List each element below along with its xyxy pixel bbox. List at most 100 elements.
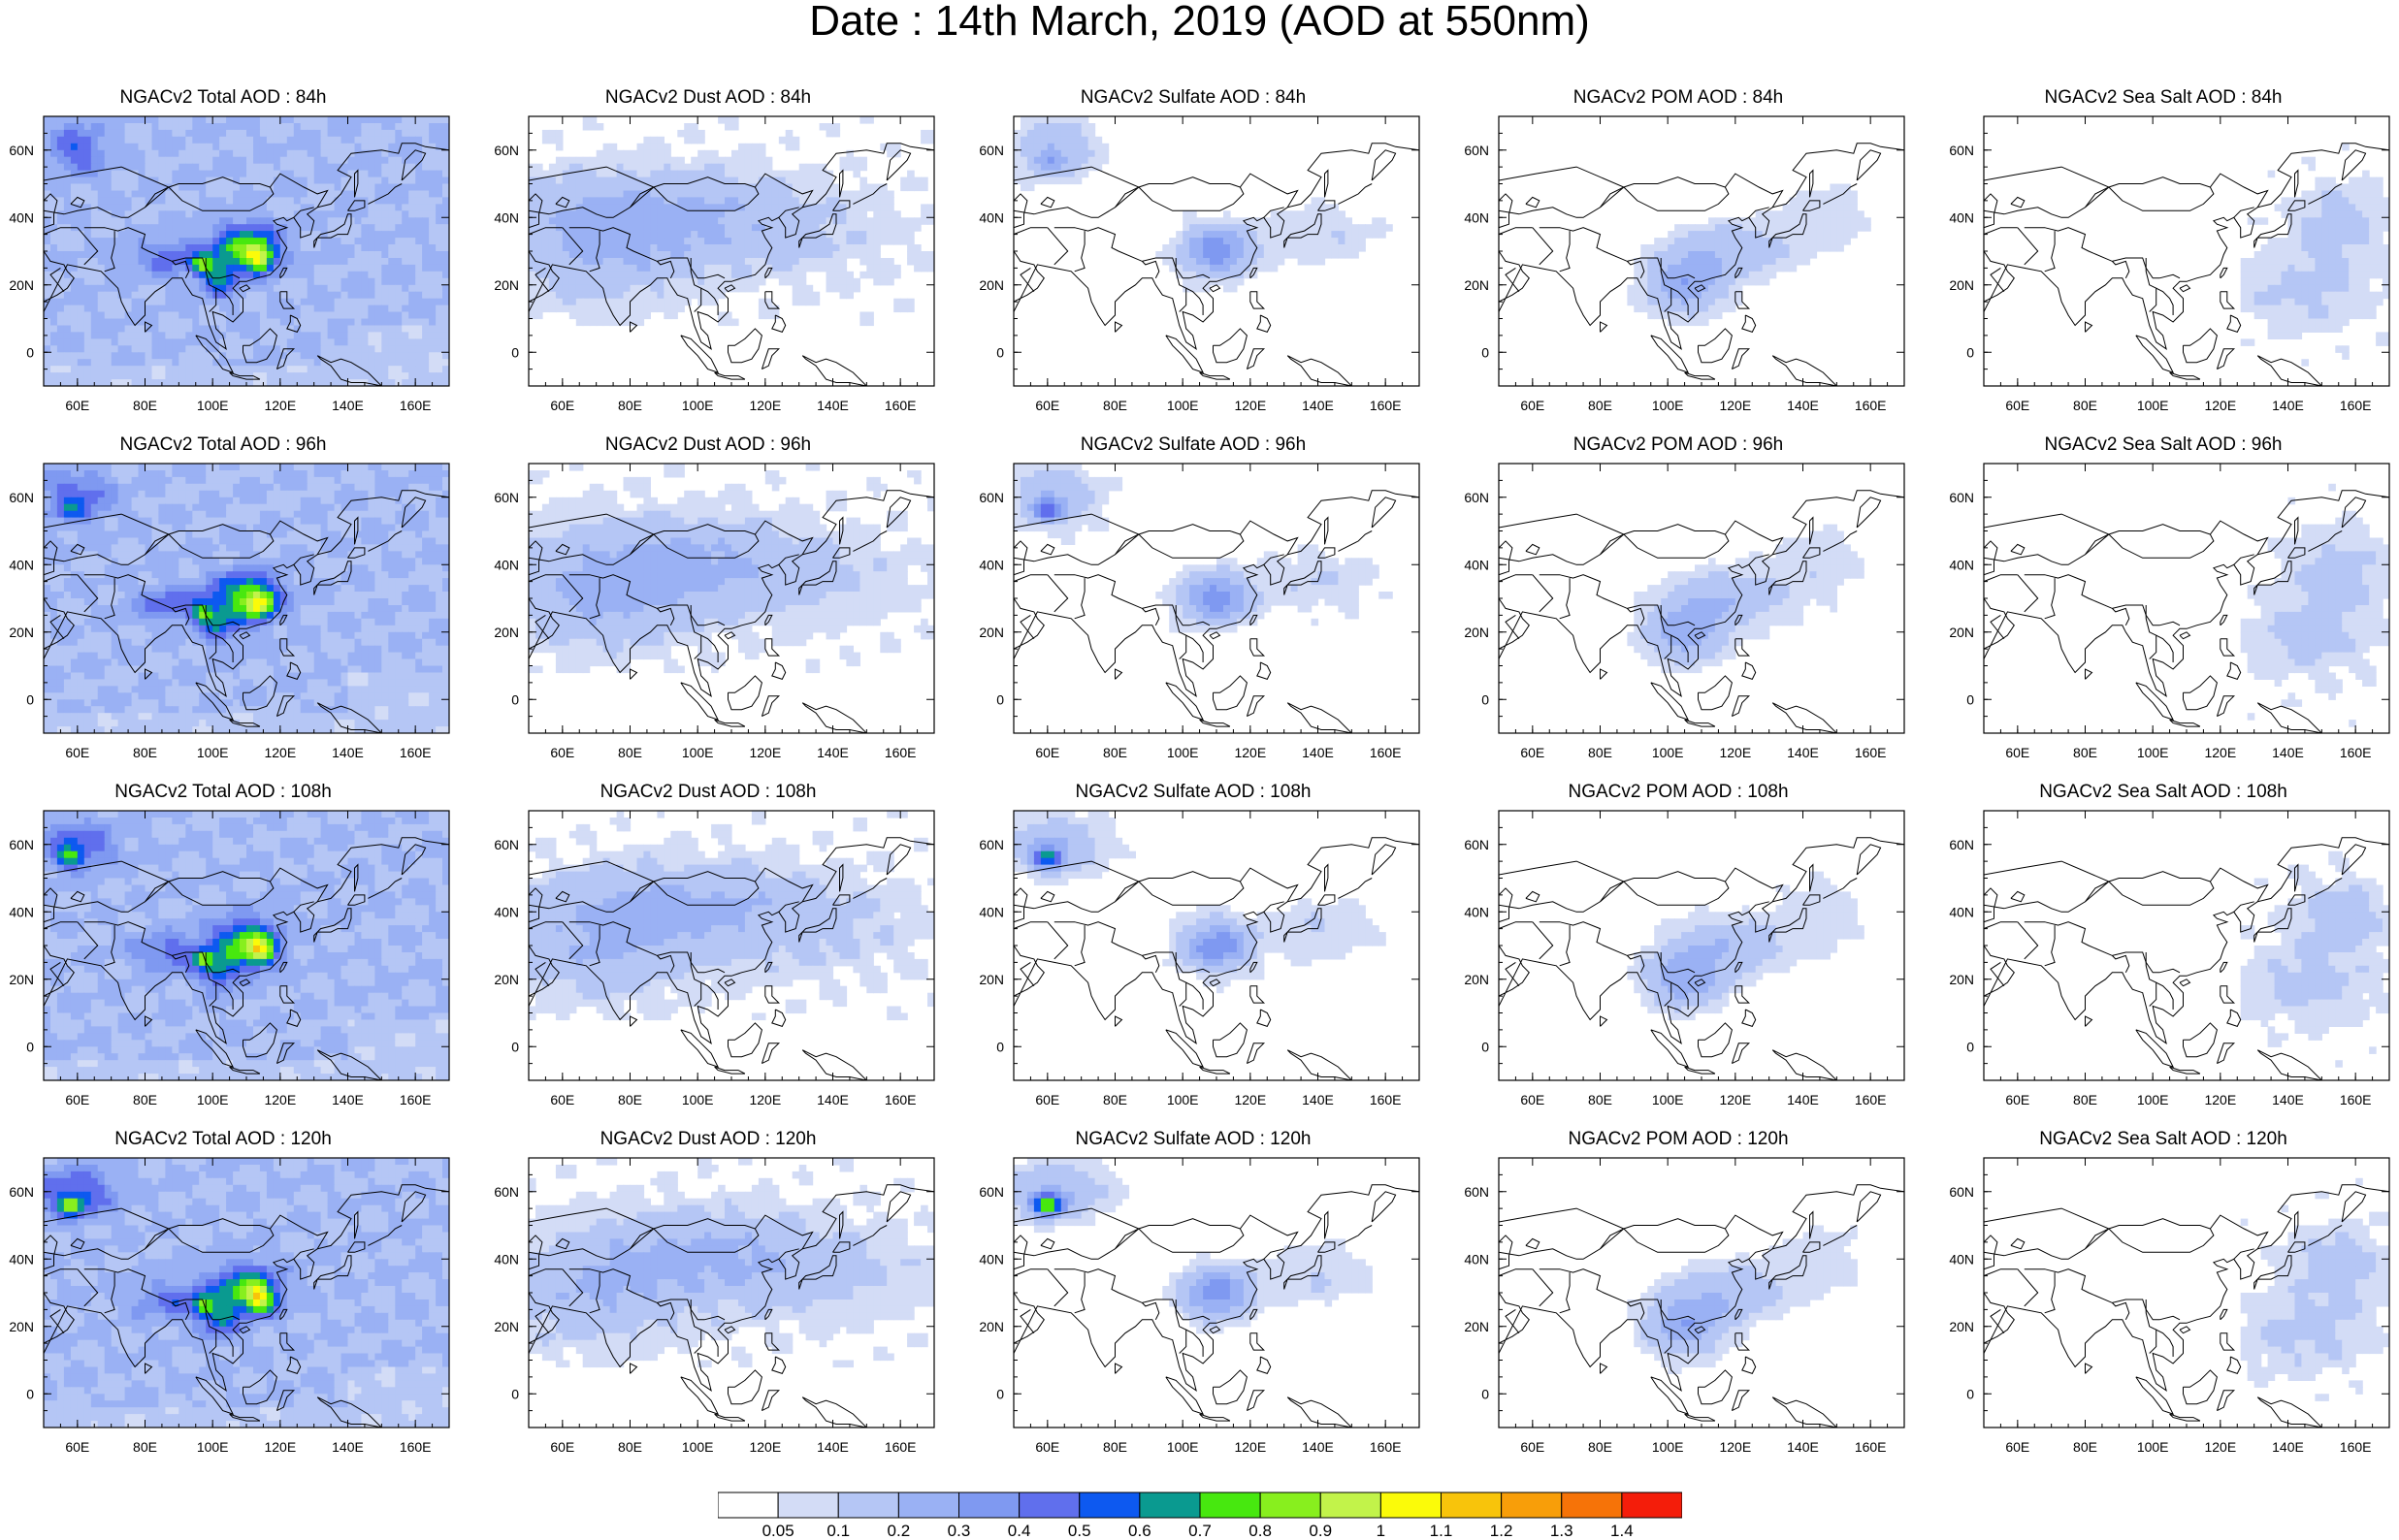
map-plot: 60E 80E 100E 120E 140E 160E 60N 40N 20N 0 xyxy=(9,115,450,413)
x-tick-label: 120E xyxy=(1719,1092,1751,1107)
panel-title: NGACv2 Total AOD : 120h xyxy=(0,1129,446,1150)
map-panel: 60E 80E 100E 120E 140E 160E 60N 40N 20N 0 NGACv2 P… xyxy=(1455,434,1905,774)
x-tick-label: 80E xyxy=(1588,745,1612,760)
x-tick-label: 120E xyxy=(749,745,781,760)
aod-field xyxy=(44,1158,449,1428)
y-tick-label: 0 xyxy=(1481,344,1489,360)
y-tick-label: 20N xyxy=(9,625,34,640)
y-tick-label: 60N xyxy=(1464,1184,1489,1200)
y-tick-label: 40N xyxy=(979,904,1004,919)
map-panel: 60E 80E 100E 120E 140E 160E 60N 40N 20N 0 NGACv2 S… xyxy=(970,1129,1420,1468)
coastlines xyxy=(44,1184,449,1428)
coastlines xyxy=(1499,837,1904,1080)
y-tick-label: 0 xyxy=(26,344,34,360)
colorbar-label: 1 xyxy=(1377,1522,1385,1540)
map-panel: 60E 80E 100E 120E 140E 160E 60N 40N 20N 0 NGACv2 P… xyxy=(1455,782,1905,1121)
x-tick-label: 100E xyxy=(682,745,714,760)
panel-title: NGACv2 Total AOD : 96h xyxy=(0,434,446,456)
y-tick-label: 60N xyxy=(9,837,34,852)
y-tick-label: 20N xyxy=(979,277,1004,293)
y-tick-label: 40N xyxy=(494,209,519,225)
map-plot: 60E 80E 100E 120E 140E 160E 60N 40N 20N 0 xyxy=(1464,810,1905,1107)
map-plot: 60E 80E 100E 120E 140E 160E 60N 40N 20N 0 xyxy=(979,810,1420,1107)
x-tick-label: 80E xyxy=(1103,1092,1127,1107)
map-panel: 60E 80E 100E 120E 140E 160E 60N 40N 20N 0 NGACv2 P… xyxy=(1455,1129,1905,1468)
map-plot: 60E 80E 100E 120E 140E 160E 60N 40N 20N 0 xyxy=(1464,463,1905,760)
x-tick-label: 100E xyxy=(682,1439,714,1455)
x-tick-label: 120E xyxy=(1719,1439,1751,1455)
x-tick-label: 140E xyxy=(332,1439,364,1455)
x-tick-label: 120E xyxy=(264,745,296,760)
x-tick-label: 160E xyxy=(400,398,432,413)
map-plot: 60E 80E 100E 120E 140E 160E 60N 40N 20N 0 xyxy=(9,1157,450,1455)
y-tick-label: 40N xyxy=(9,557,34,572)
x-tick-label: 160E xyxy=(1370,745,1402,760)
y-tick-label: 20N xyxy=(494,625,519,640)
y-tick-label: 40N xyxy=(494,1251,519,1267)
colorbar-label: 1.2 xyxy=(1490,1522,1513,1540)
coastlines xyxy=(1014,143,1419,386)
coastlines xyxy=(1014,490,1419,733)
x-tick-label: 60E xyxy=(550,1439,574,1455)
y-tick-label: 20N xyxy=(979,625,1004,640)
coastlines xyxy=(1014,837,1419,1080)
map-plot: 60E 80E 100E 120E 140E 160E 60N 40N 20N 0 xyxy=(494,1157,935,1455)
aod-field xyxy=(529,464,934,674)
y-tick-label: 60N xyxy=(1464,143,1489,158)
y-tick-label: 20N xyxy=(1949,1319,1974,1334)
x-tick-label: 60E xyxy=(550,1092,574,1107)
y-tick-label: 20N xyxy=(1464,625,1489,640)
x-tick-label: 140E xyxy=(817,398,849,413)
map-panel: 60E 80E 100E 120E 140E 160E 60N 40N 20N 0 NGACv2 S… xyxy=(1940,434,2390,774)
y-tick-label: 20N xyxy=(979,972,1004,987)
y-tick-label: 60N xyxy=(494,837,519,852)
y-tick-label: 20N xyxy=(9,1319,34,1334)
x-tick-label: 80E xyxy=(2073,1439,2097,1455)
panel-title: NGACv2 Sea Salt AOD : 120h xyxy=(1940,1129,2386,1150)
colorbar-label: 0.6 xyxy=(1128,1522,1151,1540)
y-tick-label: 40N xyxy=(979,557,1004,572)
y-tick-label: 0 xyxy=(26,691,34,707)
x-tick-label: 100E xyxy=(2137,398,2169,413)
colorbar-label: 1.4 xyxy=(1610,1522,1634,1540)
x-tick-label: 100E xyxy=(1167,1439,1199,1455)
map-panel: 60E 80E 100E 120E 140E 160E 60N 40N 20N 0 NGACv2 D… xyxy=(485,1129,935,1468)
colorbar-label: 0.2 xyxy=(888,1522,911,1540)
colorbar-label: 0.05 xyxy=(762,1522,794,1540)
panel-title: NGACv2 Dust AOD : 96h xyxy=(485,434,931,456)
coastlines xyxy=(44,837,449,1080)
x-tick-label: 60E xyxy=(1520,1439,1544,1455)
x-tick-label: 120E xyxy=(1719,398,1751,413)
map-plot: 60E 80E 100E 120E 140E 160E 60N 40N 20N 0 xyxy=(494,463,935,760)
x-tick-label: 100E xyxy=(1167,745,1199,760)
map-plot: 60E 80E 100E 120E 140E 160E 60N 40N 20N 0 xyxy=(1949,463,2390,760)
y-tick-label: 0 xyxy=(511,344,519,360)
y-tick-label: 0 xyxy=(1481,691,1489,707)
x-tick-label: 160E xyxy=(1855,745,1887,760)
y-tick-label: 0 xyxy=(511,1386,519,1401)
colorbar-label: 0.7 xyxy=(1188,1522,1212,1540)
x-tick-label: 160E xyxy=(1370,1439,1402,1455)
x-tick-label: 100E xyxy=(682,1092,714,1107)
x-tick-label: 120E xyxy=(1234,398,1266,413)
x-tick-label: 60E xyxy=(1520,398,1544,413)
y-tick-label: 60N xyxy=(9,490,34,505)
x-tick-label: 60E xyxy=(550,745,574,760)
colorbar-label: 0.5 xyxy=(1068,1522,1091,1540)
coastlines xyxy=(1014,1184,1419,1428)
colorbar-label: 1.3 xyxy=(1550,1522,1573,1540)
main-title: Date : 14th March, 2019 (AOD at 550nm) xyxy=(0,0,2399,47)
y-tick-label: 20N xyxy=(9,972,34,987)
x-tick-label: 160E xyxy=(1855,398,1887,413)
colorbar-swatch xyxy=(897,1492,960,1519)
x-tick-label: 80E xyxy=(1588,398,1612,413)
aod-field xyxy=(2240,483,2389,727)
y-tick-label: 40N xyxy=(494,557,519,572)
x-tick-label: 160E xyxy=(1855,1092,1887,1107)
map-plot: 60E 80E 100E 120E 140E 160E 60N 40N 20N 0 xyxy=(1464,115,1905,413)
x-tick-label: 120E xyxy=(749,1092,781,1107)
x-tick-label: 160E xyxy=(400,1439,432,1455)
x-tick-label: 80E xyxy=(618,398,642,413)
y-tick-label: 0 xyxy=(996,1386,1004,1401)
x-tick-label: 140E xyxy=(1787,1439,1819,1455)
